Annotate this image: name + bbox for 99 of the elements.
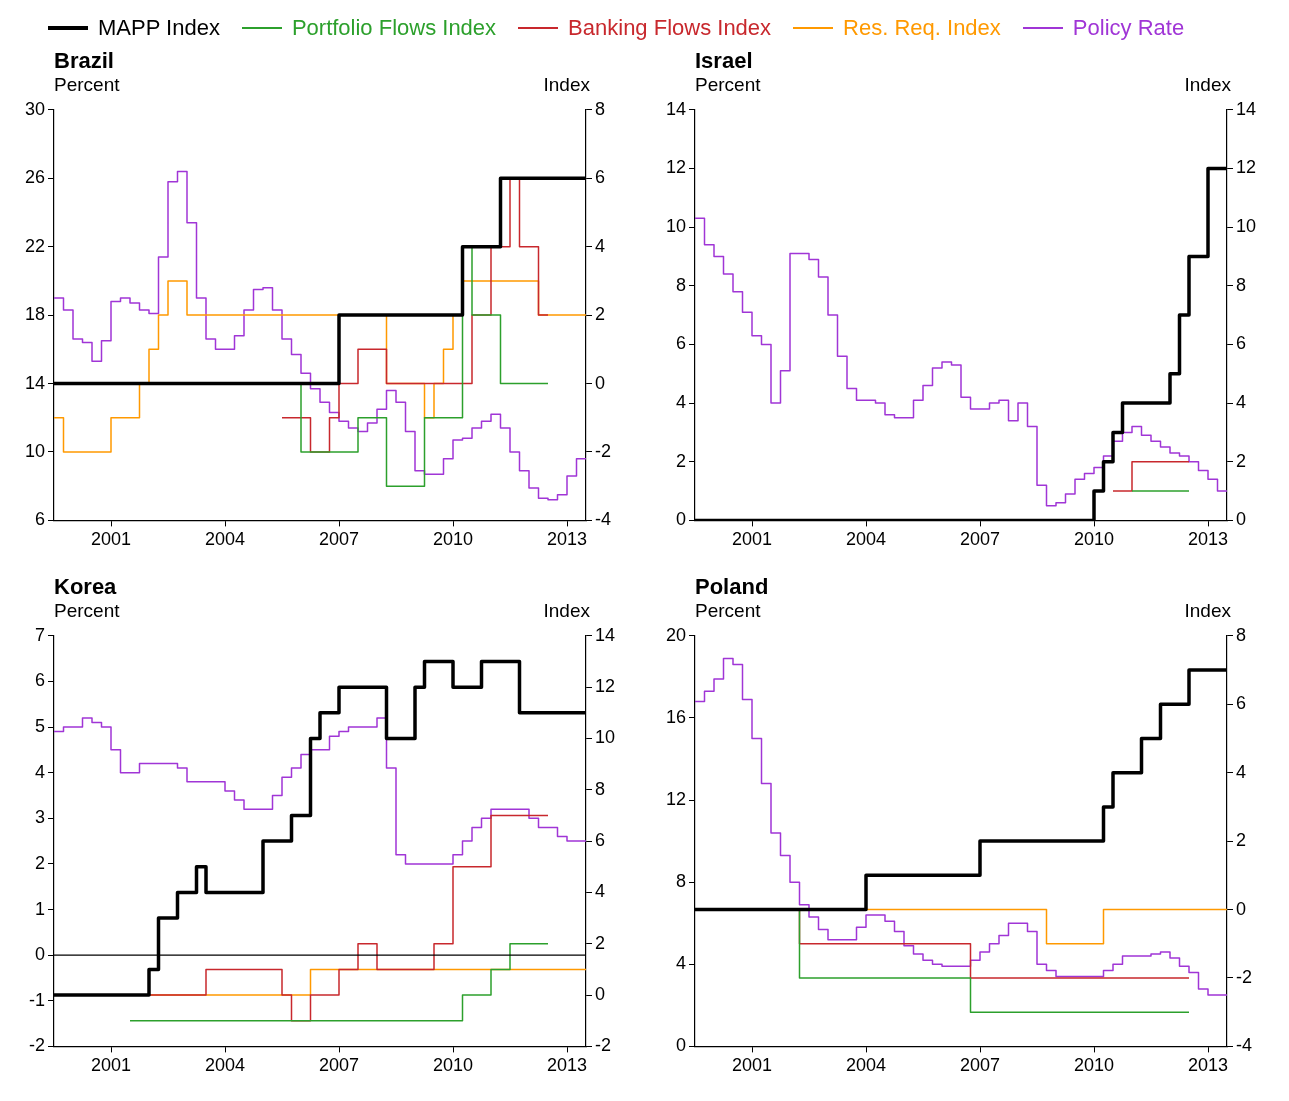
x-tick-label: 2010 <box>1073 529 1115 550</box>
y2-tick-label: 2 <box>1236 450 1247 471</box>
y2-tick-label: 12 <box>595 676 616 697</box>
x-tick-label: 2004 <box>845 529 887 550</box>
y-axis-title: Percent <box>695 600 761 622</box>
x-tick-label: 2004 <box>204 1055 246 1076</box>
x-tick-label: 2010 <box>1073 1055 1115 1076</box>
x-tick-label: 2001 <box>731 1055 773 1076</box>
y-axis-title: Percent <box>54 600 120 622</box>
legend-label: Portfolio Flows Index <box>291 15 497 41</box>
legend-label: Policy Rate <box>1072 15 1185 41</box>
x-tick-label: 2010 <box>432 1055 474 1076</box>
y2-axis-title: Index <box>1184 74 1231 96</box>
y2-tick-label: 4 <box>1236 392 1247 413</box>
y-tick-label: 4 <box>34 761 45 782</box>
y2-axis-title: Index <box>543 600 590 622</box>
y-tick-label: 8 <box>675 274 686 295</box>
chart-title: Poland <box>694 574 770 600</box>
y2-tick-label: 8 <box>595 778 606 799</box>
y2-tick-label: -4 <box>595 509 612 530</box>
y-tick-label: 22 <box>24 235 45 256</box>
y2-tick-label: 2 <box>595 304 606 325</box>
x-tick-label: 2013 <box>546 529 588 550</box>
y-tick-label: 8 <box>675 871 686 892</box>
y2-tick-label: -4 <box>1236 1035 1253 1056</box>
y-tick-label: 18 <box>24 304 45 325</box>
y-tick-label: 30 <box>24 98 45 119</box>
y2-tick-label: 0 <box>595 372 606 393</box>
y-tick-label: 16 <box>665 706 686 727</box>
x-tick-label: 2013 <box>1187 1055 1229 1076</box>
x-tick-label: 2013 <box>1187 529 1229 550</box>
x-tick-label: 2001 <box>90 529 132 550</box>
x-tick-label: 2001 <box>731 529 773 550</box>
x-tick-label: 2007 <box>318 1055 360 1076</box>
y2-tick-label: 10 <box>1236 216 1257 237</box>
y-tick-label: 10 <box>24 440 45 461</box>
legend-label: Banking Flows Index <box>568 15 772 41</box>
y2-tick-label: 8 <box>1236 624 1247 645</box>
y2-tick-label: 4 <box>595 881 606 902</box>
y2-tick-label: -2 <box>1236 966 1253 987</box>
x-tick-label: 2010 <box>432 529 474 550</box>
y-tick-label: 5 <box>34 716 45 737</box>
y-tick-label: 4 <box>675 953 686 974</box>
x-tick-label: 2001 <box>90 1055 132 1076</box>
y-axis-title: Percent <box>695 74 761 96</box>
x-tick-label: 2013 <box>546 1055 588 1076</box>
y2-tick-label: 8 <box>1236 274 1247 295</box>
y2-tick-label: -2 <box>595 440 612 461</box>
y-tick-label: 10 <box>665 216 686 237</box>
y-tick-label: 2 <box>34 852 45 873</box>
y-tick-label: 14 <box>665 98 686 119</box>
y-axis-title: Percent <box>54 74 120 96</box>
y-tick-label: 12 <box>665 157 686 178</box>
y2-axis-title: Index <box>1184 600 1231 622</box>
chart-title: Israel <box>694 48 754 74</box>
x-tick-label: 2004 <box>845 1055 887 1076</box>
y2-tick-label: 8 <box>595 98 606 119</box>
chart-title: Korea <box>53 574 118 600</box>
y2-tick-label: 14 <box>595 624 616 645</box>
y-tick-label: 20 <box>665 624 686 645</box>
y2-tick-label: 0 <box>1236 509 1247 530</box>
y2-tick-label: 6 <box>595 830 606 851</box>
y-tick-label: 0 <box>675 1035 686 1056</box>
y2-tick-label: -2 <box>595 1035 612 1056</box>
y2-tick-label: 12 <box>1236 157 1257 178</box>
y2-tick-label: 0 <box>1236 898 1247 919</box>
y-tick-label: 3 <box>34 807 45 828</box>
y2-axis-title: Index <box>543 74 590 96</box>
y-tick-label: 6 <box>675 333 686 354</box>
y2-tick-label: 2 <box>1236 830 1247 851</box>
y-tick-label: 6 <box>34 509 45 530</box>
y2-tick-label: 6 <box>1236 693 1247 714</box>
legend-label: MAPP Index <box>98 15 220 41</box>
y-tick-label: 6 <box>34 670 45 691</box>
y2-tick-label: 0 <box>595 984 606 1005</box>
y-tick-label: 2 <box>675 450 686 471</box>
legend-label: Res. Req. Index <box>843 15 1001 41</box>
y2-tick-label: 6 <box>595 167 606 188</box>
y-tick-label: 7 <box>34 624 45 645</box>
chart-title: Brazil <box>53 48 115 74</box>
y2-tick-label: 6 <box>1236 333 1247 354</box>
x-tick-label: 2004 <box>204 529 246 550</box>
y2-tick-label: 14 <box>1236 98 1257 119</box>
y-tick-label: -2 <box>28 1035 45 1056</box>
x-tick-label: 2007 <box>959 1055 1001 1076</box>
y-tick-label: 0 <box>675 509 686 530</box>
y2-tick-label: 4 <box>595 235 606 256</box>
y-tick-label: -1 <box>28 989 45 1010</box>
y-tick-label: 4 <box>675 392 686 413</box>
x-tick-label: 2007 <box>318 529 360 550</box>
y2-tick-label: 4 <box>1236 761 1247 782</box>
y2-tick-label: 2 <box>595 932 606 953</box>
x-tick-label: 2007 <box>959 529 1001 550</box>
y-tick-label: 26 <box>24 167 45 188</box>
y-tick-label: 0 <box>34 944 45 965</box>
y-tick-label: 14 <box>24 372 45 393</box>
y2-tick-label: 10 <box>595 727 616 748</box>
y-tick-label: 12 <box>665 789 686 810</box>
y-tick-label: 1 <box>34 898 45 919</box>
